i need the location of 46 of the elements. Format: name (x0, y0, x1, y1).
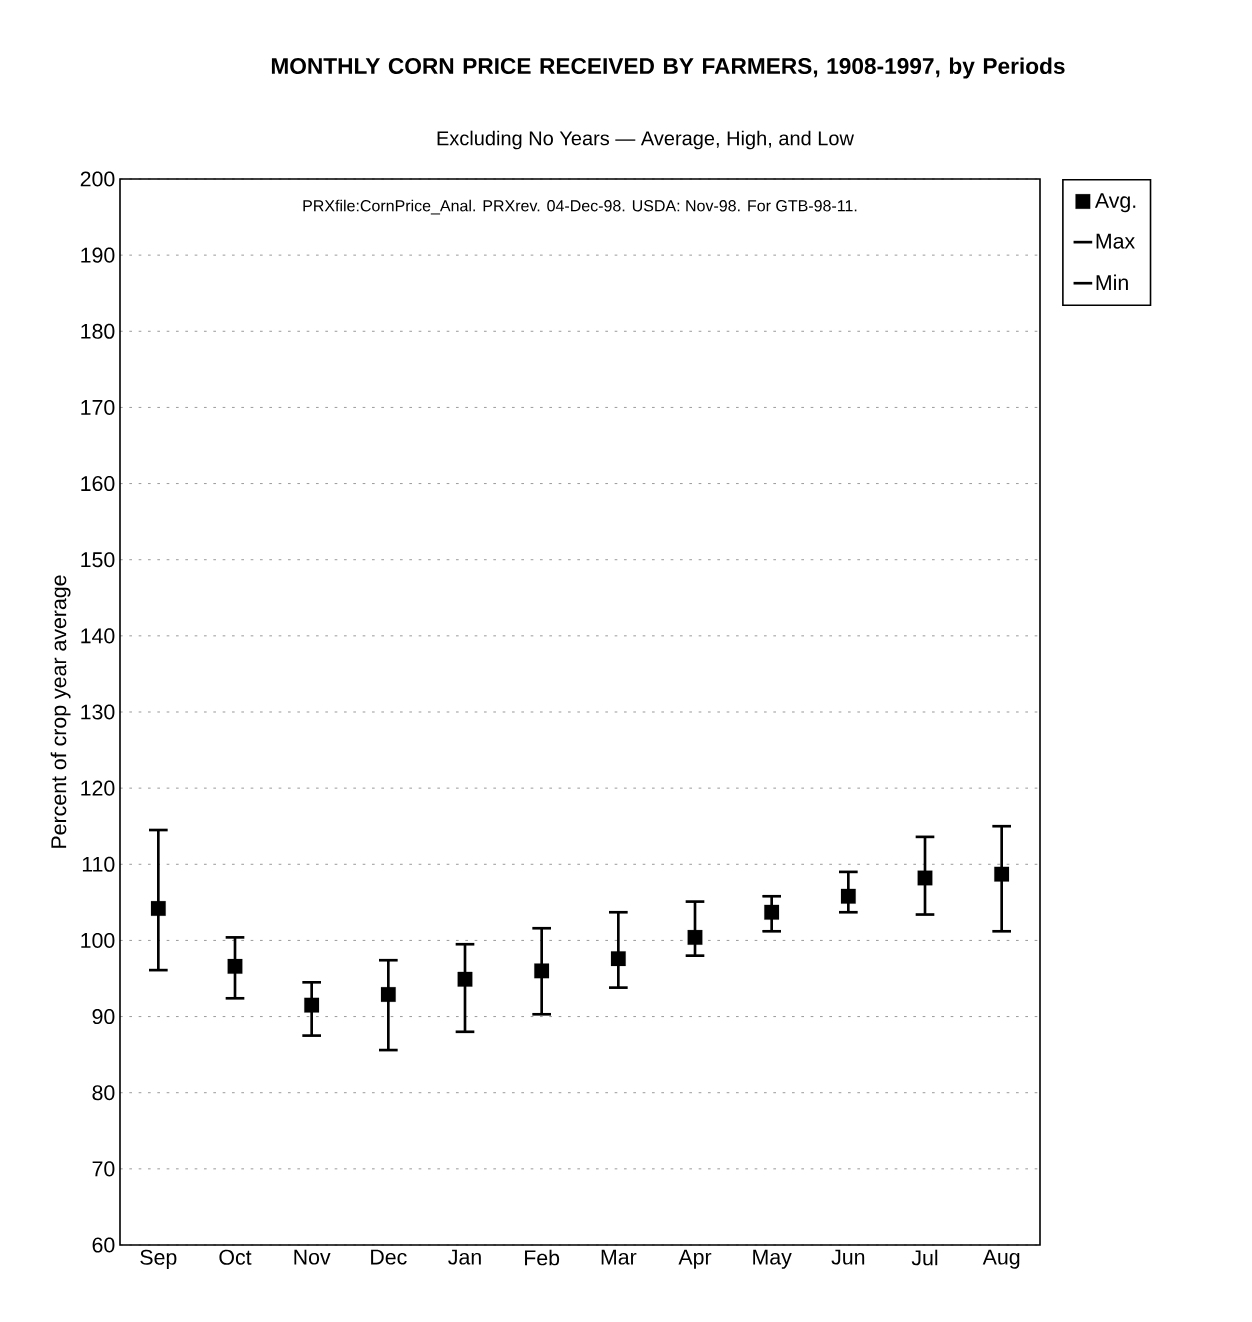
x-tick-label: May (753, 1249, 792, 1269)
point (150, 901, 166, 916)
chart-subtitle: Excluding No Years — Average, High, and Low (437, 130, 854, 150)
annotation: PRXfile:CornPrice_Anal. PRXrev. 04-Dec-98. USDA: Nov-98. For GTB-98-11. (303, 199, 857, 215)
x-tick-label: Jul (911, 1249, 938, 1266)
y-tick-label: 130 (81, 704, 115, 720)
x-tick-label: Aug (982, 1249, 1020, 1269)
y-tick-label: 120 (81, 780, 115, 796)
x-tick-label: Jun (831, 1249, 865, 1265)
point (457, 971, 473, 987)
chart-title: MONTHLY CORN PRICE RECEIVED BY FARMERS, 1908-1997, by Periods (271, 57, 1065, 79)
y-tick-label: 190 (81, 247, 115, 263)
y-tick-label: 150 (81, 552, 115, 568)
y-tick-label: 110 (82, 856, 115, 872)
y-tick-label: 100 (81, 932, 115, 948)
point (917, 870, 933, 886)
y-axis-title: Percent of crop year average (50, 575, 71, 848)
y-tick-label: 60 (92, 1237, 115, 1253)
y-tick-label: 80 (92, 1085, 115, 1101)
point (610, 951, 626, 967)
x-tick-label: Dec (371, 1249, 407, 1265)
y-tick-label: 160 (81, 476, 115, 492)
y-tick-label: 170 (81, 399, 115, 415)
point (994, 866, 1010, 882)
point (304, 997, 320, 1013)
x-tick-label: Apr (678, 1249, 712, 1269)
text: Min (1096, 274, 1128, 290)
y-tick-label: 180 (81, 323, 115, 339)
y-tick-label: 140 (81, 628, 115, 644)
y-tick-label: 200 (80, 171, 115, 187)
y-tick-label: 90 (92, 1009, 115, 1025)
point (687, 929, 703, 945)
x-tick-label: Feb (525, 1249, 560, 1266)
x-tick-label: Mar (601, 1249, 637, 1265)
legend-label: Avg. (1094, 193, 1136, 213)
point (840, 888, 856, 904)
text: Max (1096, 233, 1135, 249)
x-tick-label: Sep (140, 1249, 177, 1270)
x-tick-label: Nov (294, 1249, 331, 1265)
point (380, 987, 396, 1002)
point (534, 963, 550, 979)
x-tick-label: Oct (219, 1249, 252, 1265)
x-tick-label: Jan (448, 1249, 481, 1265)
point (764, 904, 780, 920)
y-tick-label: 70 (92, 1161, 115, 1177)
point (227, 958, 243, 974)
